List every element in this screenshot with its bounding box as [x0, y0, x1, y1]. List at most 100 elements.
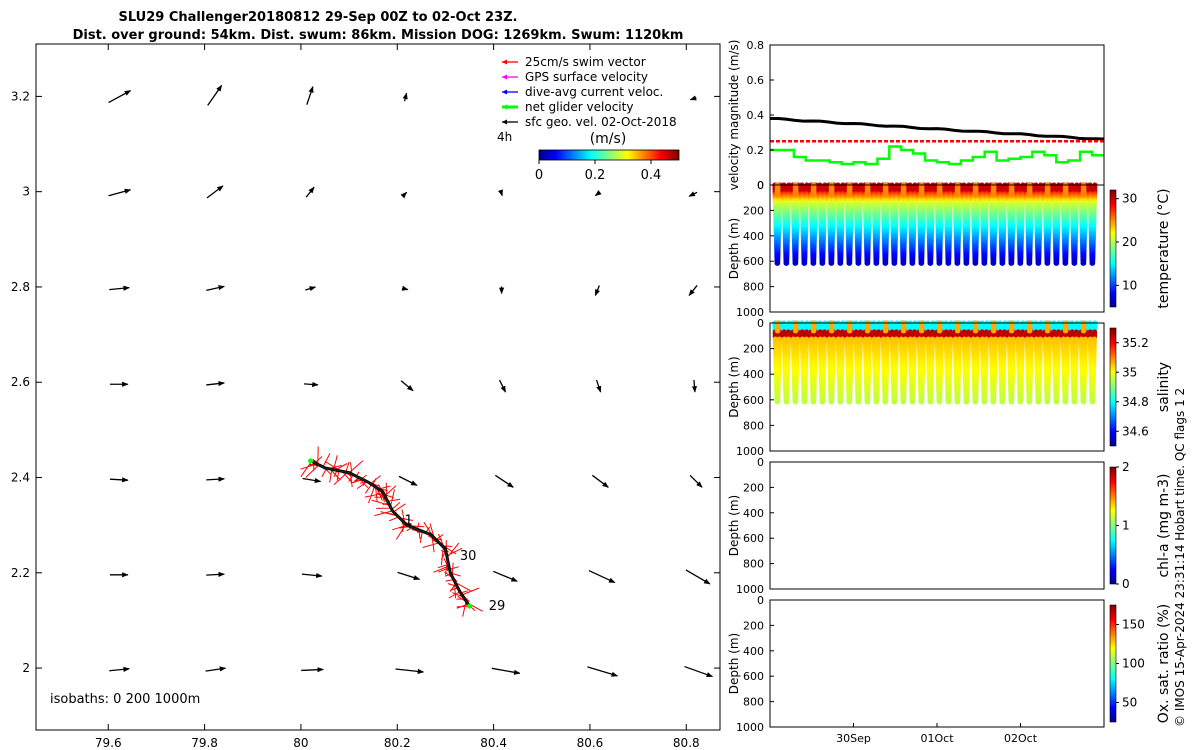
profile-sample [811, 399, 817, 405]
geo-velocity-arrow [206, 185, 224, 199]
track-end-marker [308, 458, 314, 464]
geo-velocity-arrow [108, 188, 132, 197]
legend-swatch-head [502, 104, 507, 110]
cbar-tick-label: 20 [1122, 235, 1137, 249]
surface-sample [774, 189, 781, 196]
geo-velocity-arrow [491, 667, 521, 675]
profile-sample [892, 399, 898, 405]
surface-sample [882, 189, 889, 196]
profile-sample [874, 399, 880, 405]
cbar-tick-label: 30 [1122, 192, 1137, 206]
surface-sample [918, 189, 925, 196]
map-y-tick-label: 2.6 [11, 375, 30, 389]
geo-velocity-arrow [685, 569, 711, 585]
geo-velocity-arrow [400, 191, 408, 199]
y-tick-label: 0.8 [747, 39, 765, 52]
profile-sample [829, 260, 835, 266]
surface-sample [1008, 189, 1015, 196]
day-label: 30 [460, 549, 477, 564]
geo-velocity-arrow [691, 379, 698, 393]
legend-label: net glider velocity [525, 100, 633, 114]
profile-sample [1036, 260, 1042, 266]
surface-sample [1044, 189, 1051, 196]
surface-sample [990, 189, 997, 196]
profile-sample [775, 260, 781, 266]
geo-velocity-arrow [108, 90, 132, 104]
profile-sample [1027, 260, 1033, 266]
legend-label: 25cm/s swim vector [525, 55, 646, 69]
surface-sample [864, 189, 871, 196]
geo-velocity-arrow [306, 86, 314, 105]
panel-colorbar [1109, 189, 1117, 308]
colorbar-tick-label: 0 [535, 168, 543, 183]
profile-sample [838, 399, 844, 405]
profile-sample [1081, 260, 1087, 266]
geo-velocity-arrow [689, 474, 703, 488]
colorbar-tick-label: 0.2 [585, 168, 606, 183]
profile-sample [865, 399, 871, 405]
surface-sample [900, 189, 907, 196]
profile-sample [910, 399, 916, 405]
map-x-tick-label: 79.6 [95, 736, 122, 750]
surface-sample [864, 327, 871, 334]
profile-sample [802, 399, 808, 405]
legend-swatch-head [502, 119, 507, 125]
geo-velocity-arrow [594, 285, 600, 297]
surface-sample [1080, 189, 1087, 196]
profile-sample [1054, 260, 1060, 266]
speed-colorbar [538, 149, 680, 161]
geo-velocity-arrow [301, 667, 324, 673]
y-tick-label: 0.4 [747, 109, 765, 122]
surface-sample [828, 327, 835, 334]
profile-sample [910, 260, 916, 266]
profile-sample [820, 399, 826, 405]
panel-ylabel: Depth (m) [727, 218, 741, 279]
map-axes [35, 43, 721, 731]
profile-sample [919, 260, 925, 266]
map-x-tick-label: 80.4 [480, 736, 507, 750]
surface-sample [792, 189, 799, 196]
glider-path-core [310, 460, 470, 607]
profile-sample [775, 399, 781, 405]
legend-swatch-head [502, 89, 507, 95]
map-x-tick-label: 80 [293, 736, 308, 750]
profile-sample [865, 260, 871, 266]
geo-velocity-arrow [688, 285, 698, 296]
profile-sample [937, 260, 943, 266]
legend-label: dive-avg current veloc. [525, 85, 663, 99]
geo-velocity-arrow [109, 285, 130, 291]
profile-sample [856, 260, 862, 266]
profile-sample [793, 399, 799, 405]
profile-sample [982, 260, 988, 266]
title-line-1: SLU29 Challenger20180812 29-Sep 00Z to 0… [119, 10, 518, 25]
geo-velocity-arrow [301, 572, 323, 579]
panel-ylabel: velocity magnitude (m/s) [727, 40, 741, 191]
profile-sample [1045, 260, 1051, 266]
geo-velocity-arrow [689, 95, 697, 101]
net-glider-velocity-line [770, 145, 1104, 166]
profile-sample [1009, 260, 1015, 266]
map-x-tick-label: 80.8 [673, 736, 700, 750]
speed-colorbar-ticks: 0 0.2 0.4 [535, 160, 661, 183]
surface-sample [846, 327, 853, 334]
day-label: 29 [489, 599, 506, 614]
time-step-label: 4h [497, 130, 512, 144]
y-tick-label: 800 [743, 281, 764, 294]
glider-path [309, 459, 471, 607]
legend-label: GPS surface velocity [525, 70, 648, 84]
geo-velocity-arrow [594, 190, 602, 197]
y-tick-label: 600 [743, 255, 764, 268]
profile-sample [847, 260, 853, 266]
map-y-tick-label: 3 [22, 185, 30, 199]
geo-velocity-arrow [303, 381, 319, 388]
profile-sample [829, 399, 835, 405]
geo-velocity-arrow [400, 380, 414, 392]
depth-panel-2: 0200400600800100034.634.83535.2salinityD… [727, 317, 1172, 458]
profile-sample [973, 260, 979, 266]
surface-sample [1026, 189, 1033, 196]
profile-sample [946, 260, 952, 266]
map-y-tick-label: 2.8 [11, 280, 30, 294]
geo-velocity-arrow [206, 285, 225, 291]
